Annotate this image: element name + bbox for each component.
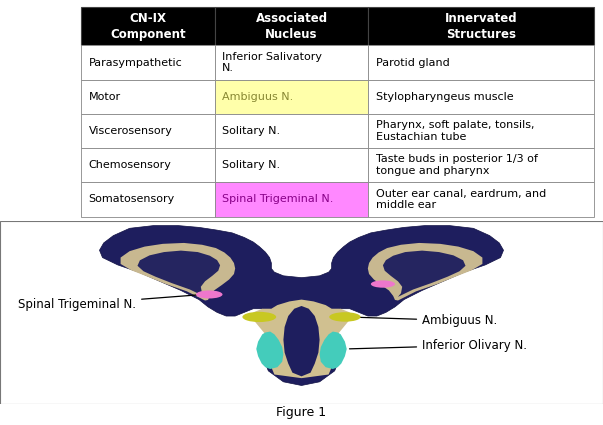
Bar (368, 7, 594, 45)
Bar (368, 80, 594, 114)
Bar (81, 7, 215, 45)
Text: Outer ear canal, eardrum, and
middle ear: Outer ear canal, eardrum, and middle ear (376, 189, 546, 210)
Polygon shape (99, 226, 504, 385)
Text: Ambiguus N.: Ambiguus N. (222, 92, 293, 102)
Bar (81, 45, 215, 80)
Text: Ambiguus N.: Ambiguus N. (350, 314, 497, 327)
Circle shape (242, 312, 276, 322)
Text: Somatosensory: Somatosensory (89, 195, 175, 204)
Polygon shape (256, 332, 283, 369)
Bar (81, 114, 215, 148)
Polygon shape (283, 306, 320, 377)
Text: Figure 1: Figure 1 (276, 406, 327, 419)
Bar (81, 182, 215, 217)
Bar (81, 148, 215, 182)
Bar (368, 45, 594, 80)
Text: Viscerosensory: Viscerosensory (89, 126, 172, 136)
Bar (215, 182, 368, 217)
Text: Chemosensory: Chemosensory (89, 160, 171, 170)
Circle shape (196, 290, 223, 298)
Bar (215, 148, 368, 182)
Bar (215, 114, 368, 148)
Circle shape (329, 312, 361, 322)
Bar (81, 80, 215, 114)
Polygon shape (383, 251, 466, 297)
Circle shape (371, 280, 395, 288)
Polygon shape (253, 300, 350, 378)
Bar (215, 45, 368, 80)
Text: CN-IX
Component: CN-IX Component (110, 11, 186, 40)
Text: Associated
Nucleus: Associated Nucleus (256, 11, 327, 40)
Bar (215, 7, 368, 45)
Text: Inferior Olivary N.: Inferior Olivary N. (350, 339, 527, 352)
Text: Solitary N.: Solitary N. (222, 160, 280, 170)
Bar (368, 114, 594, 148)
Text: Inferior Salivatory
N.: Inferior Salivatory N. (222, 52, 322, 74)
Text: Parasympathetic: Parasympathetic (89, 57, 182, 68)
Text: Spinal Trigeminal N.: Spinal Trigeminal N. (222, 195, 333, 204)
Text: Taste buds in posterior 1/3 of
tongue and pharynx: Taste buds in posterior 1/3 of tongue an… (376, 154, 537, 176)
Text: Parotid gland: Parotid gland (376, 57, 449, 68)
Bar (368, 148, 594, 182)
Polygon shape (320, 332, 347, 369)
Text: Pharynx, soft palate, tonsils,
Eustachian tube: Pharynx, soft palate, tonsils, Eustachia… (376, 120, 534, 142)
Polygon shape (121, 243, 235, 300)
Text: Spinal Trigeminal N.: Spinal Trigeminal N. (18, 294, 205, 311)
Bar (368, 182, 594, 217)
Bar (215, 80, 368, 114)
Polygon shape (368, 243, 482, 300)
Text: Solitary N.: Solitary N. (222, 126, 280, 136)
Text: Motor: Motor (89, 92, 121, 102)
Text: Stylopharyngeus muscle: Stylopharyngeus muscle (376, 92, 513, 102)
Text: Innervated
Structures: Innervated Structures (445, 11, 517, 40)
Polygon shape (137, 251, 220, 297)
